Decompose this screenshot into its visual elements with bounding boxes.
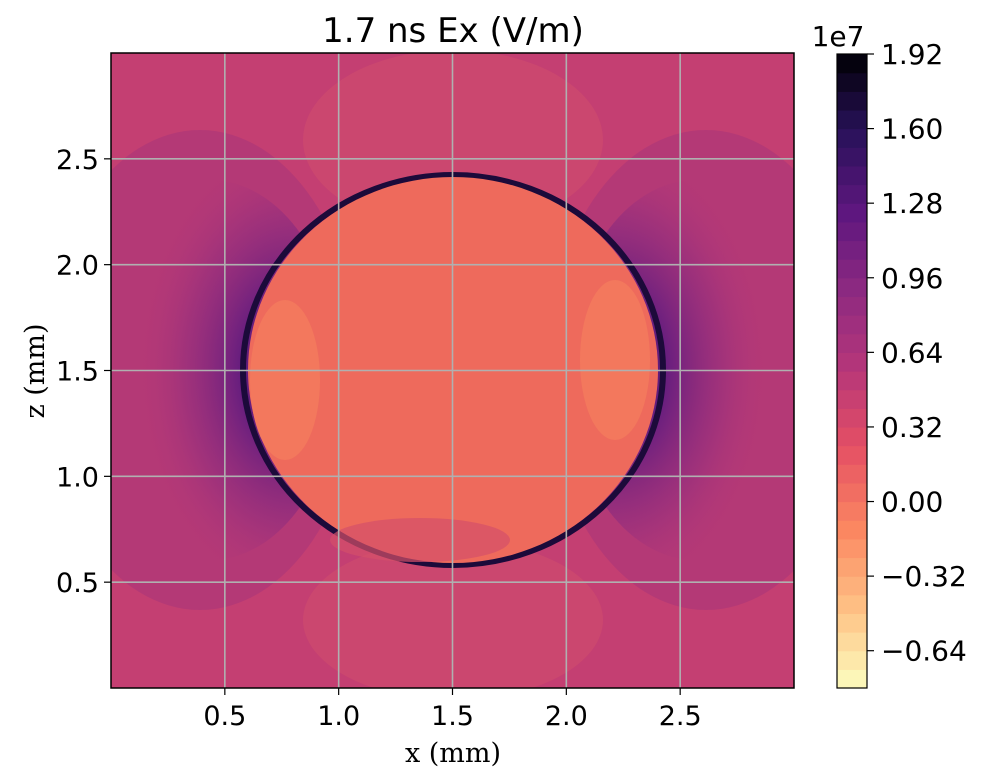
x-tick-label: 1.5: [431, 701, 474, 732]
y-axis-label: z (mm): [20, 323, 51, 418]
y-tick-label: 1.5: [56, 357, 99, 388]
y-tick-label: 1.0: [56, 462, 99, 493]
patch-bottom: [330, 518, 510, 562]
chart-title: 1.7 ns Ex (V/m): [322, 11, 584, 51]
colorbar-band: [837, 184, 867, 204]
colorbar-band: [837, 147, 867, 167]
colorbar-band: [837, 464, 867, 484]
colorbar-band: [837, 277, 867, 298]
x-tick-label: 1.0: [317, 701, 360, 732]
colorbar-band: [837, 371, 867, 391]
colorbar-band: [837, 109, 867, 130]
x-axis: 0.5 1.0 1.5 2.0 2.5: [203, 688, 702, 732]
x-tick-label: 2.5: [659, 701, 702, 732]
patch-right: [580, 280, 650, 440]
y-axis: 0.5 1.0 1.5 2.0 2.5: [56, 145, 111, 599]
colorbar-tick-label: 0.96: [881, 262, 943, 295]
colorbar-tick-label: 0.32: [881, 411, 943, 444]
colorbar-band: [837, 333, 867, 353]
colorbar-band: [837, 259, 867, 279]
x-tick-label: 2.0: [545, 701, 588, 732]
colorbar-tick-label: 1.60: [881, 113, 943, 146]
colorbar-ticks: 1.92 1.60 1.28 0.96 0.64 0.32 0.00 −0.32 −0.64: [867, 38, 967, 668]
sphere-interior-patches: [250, 280, 650, 562]
colorbar-band: [837, 72, 867, 92]
colorbar: 1.92 1.60 1.28 0.96 0.64 0.32 0.00 −0.32 −0.64 1…: [812, 20, 967, 689]
colorbar-band: [837, 203, 867, 223]
x-axis-label: x (mm): [405, 738, 501, 769]
colorbar-band: [837, 165, 867, 186]
colorbar-band: [837, 576, 867, 596]
colorbar-frame: [836, 53, 868, 689]
patch-left: [250, 300, 320, 460]
colorbar-tick-label: −0.32: [881, 560, 967, 593]
colorbar-band: [837, 632, 867, 652]
y-tick-label: 2.0: [56, 251, 99, 282]
y-tick-label: 0.5: [56, 568, 99, 599]
colorbar-band: [837, 389, 867, 409]
colorbar-band: [837, 128, 867, 148]
y-tick-label: 2.5: [56, 145, 99, 176]
colorbar-band: [837, 594, 867, 615]
colorbar-tick-label: 0.00: [881, 486, 943, 519]
colorbar-tick-label: 1.92: [881, 38, 943, 71]
colorbar-band: [837, 501, 867, 521]
colorbar-band: [837, 296, 867, 316]
colorbar-band: [837, 426, 867, 447]
colorbar-band: [837, 352, 867, 372]
colorbar-tick-label: 0.64: [881, 336, 943, 369]
colorbar-band: [837, 613, 867, 633]
grid-lines: [111, 53, 794, 688]
colorbar-band: [837, 669, 867, 689]
colorbar-tick-label: −0.64: [881, 635, 967, 668]
colorbar-band: [837, 482, 867, 503]
colorbar-bands: [837, 54, 867, 689]
colorbar-scale-label: 1e7: [812, 20, 865, 53]
colorbar-band: [837, 445, 867, 465]
colorbar-band: [837, 240, 867, 260]
colorbar-band: [837, 520, 867, 540]
colorbar-band: [837, 538, 867, 559]
x-tick-label: 0.5: [203, 701, 246, 732]
colorbar-band: [837, 408, 867, 428]
colorbar-tick-label: 1.28: [881, 187, 943, 220]
colorbar-band: [837, 315, 867, 335]
colorbar-band: [837, 221, 867, 242]
colorbar-band: [837, 557, 867, 577]
colorbar-band: [837, 54, 867, 74]
colorbar-band: [837, 91, 867, 111]
colorbar-band: [837, 650, 867, 670]
